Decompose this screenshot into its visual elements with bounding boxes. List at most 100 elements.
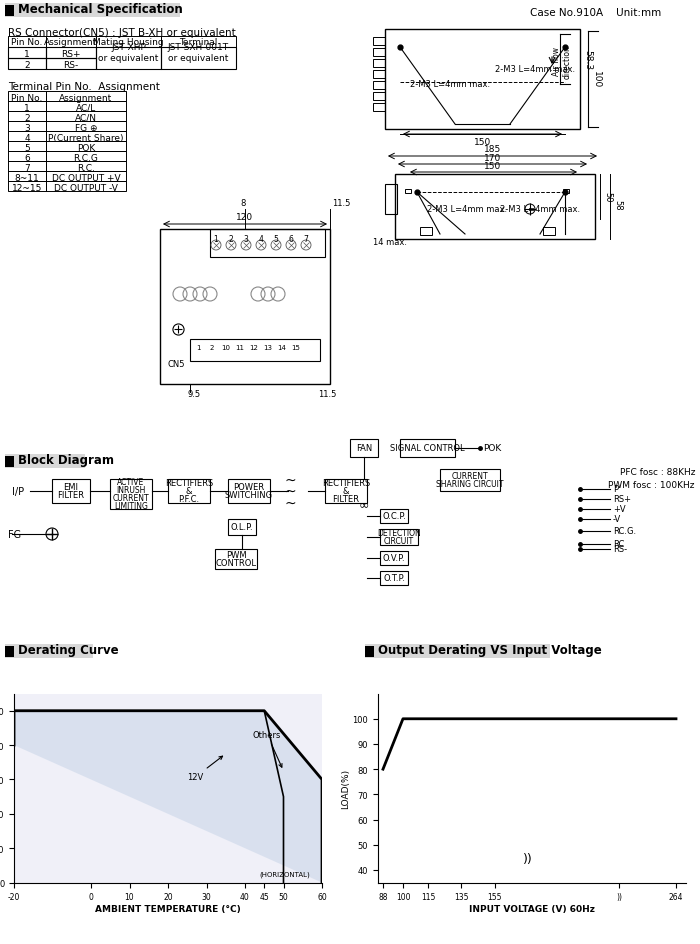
Bar	[5, 645, 93, 658]
Text: AC/L: AC/L	[76, 104, 96, 113]
Text: CURRENT: CURRENT	[452, 472, 489, 481]
Text: FAN: FAN	[356, 444, 372, 453]
Text: I/P: I/P	[12, 486, 24, 497]
Text: 3: 3	[24, 124, 30, 133]
Text: Block Diagram: Block Diagram	[18, 454, 114, 467]
Text: 150: 150	[474, 138, 491, 147]
Text: 9.5: 9.5	[188, 390, 201, 398]
Bar	[8, 152, 46, 161]
Text: (HORIZONTAL): (HORIZONTAL)	[260, 871, 311, 878]
Text: 2: 2	[229, 235, 233, 244]
Text: RS+: RS+	[62, 50, 80, 59]
Text: 2: 2	[25, 114, 30, 123]
Bar	[543, 228, 555, 236]
Text: SHARING CIRCUIT: SHARING CIRCUIT	[436, 480, 504, 489]
Text: RS-: RS-	[64, 61, 78, 70]
Bar	[46, 132, 126, 142]
Bar	[46, 59, 96, 70]
Text: DETECTION: DETECTION	[377, 529, 421, 538]
Text: RC: RC	[613, 540, 624, 548]
Text: 58.3: 58.3	[583, 50, 592, 70]
Text: FILTER: FILTER	[332, 495, 360, 504]
Text: 1: 1	[24, 50, 30, 59]
Y-axis label: LOAD(%): LOAD(%)	[341, 768, 350, 808]
Text: ACTIVE: ACTIVE	[118, 478, 145, 487]
Text: ~
~
~: ~ ~ ~	[284, 473, 296, 511]
Text: Terminal Pin No.  Assignment: Terminal Pin No. Assignment	[8, 82, 160, 92]
Text: P: P	[613, 485, 618, 494]
Text: POWER: POWER	[233, 483, 265, 492]
Text: 1: 1	[24, 104, 30, 113]
Bar	[380, 551, 408, 565]
Text: 2-M3 L=4mm max.: 2-M3 L=4mm max.	[427, 205, 507, 213]
Bar	[380, 530, 418, 546]
Text: SWITCHING: SWITCHING	[225, 491, 273, 500]
Text: CONTROL: CONTROL	[216, 559, 256, 568]
Text: RS+: RS+	[613, 495, 631, 504]
Text: RC.G.: RC.G.	[613, 527, 636, 536]
Bar	[350, 440, 378, 458]
Text: EMI: EMI	[64, 483, 78, 492]
Bar	[563, 190, 569, 194]
Text: 11.5: 11.5	[318, 390, 337, 398]
Text: 6: 6	[24, 154, 30, 162]
Text: 12: 12	[250, 345, 258, 350]
Text: 7: 7	[24, 164, 30, 173]
Bar	[96, 37, 161, 48]
Polygon shape	[14, 711, 322, 883]
Bar	[5, 6, 14, 17]
Text: FG: FG	[8, 530, 21, 539]
Bar	[46, 92, 126, 102]
Text: 2-M3 L=4mm max.: 2-M3 L=4mm max.	[500, 205, 580, 213]
Text: 5: 5	[274, 235, 279, 244]
Text: 5: 5	[24, 143, 30, 153]
Bar	[385, 185, 397, 215]
Text: Case No.910A    Unit:mm: Case No.910A Unit:mm	[530, 8, 662, 18]
Text: O.V.P.: O.V.P.	[383, 554, 405, 563]
Bar	[160, 229, 330, 384]
Bar	[8, 48, 46, 59]
Text: RS Connector(CN5) : JST B-XH or equivalent: RS Connector(CN5) : JST B-XH or equivale…	[8, 28, 236, 38]
Bar	[8, 182, 46, 192]
Text: DC OUTPUT -V: DC OUTPUT -V	[54, 184, 118, 193]
Bar	[46, 182, 126, 192]
Text: 1: 1	[214, 235, 218, 244]
Text: SIGNAL CONTROL: SIGNAL CONTROL	[390, 444, 465, 453]
Text: 100: 100	[592, 72, 601, 89]
Text: 15: 15	[292, 345, 300, 350]
Text: )): ))	[523, 852, 533, 865]
Bar	[46, 142, 126, 152]
Bar	[380, 571, 408, 585]
Text: 12~15: 12~15	[12, 184, 42, 193]
Text: 7: 7	[304, 235, 309, 244]
Bar	[46, 172, 126, 182]
Text: PFC fosc : 88KHz
PWM fosc : 100KHz: PFC fosc : 88KHz PWM fosc : 100KHz	[608, 467, 695, 490]
Text: 4: 4	[258, 235, 263, 244]
Text: CN5: CN5	[168, 360, 186, 368]
Text: &: &	[343, 487, 349, 496]
Text: LIMITING: LIMITING	[114, 502, 148, 511]
Text: CURRENT: CURRENT	[113, 494, 149, 503]
Text: +V: +V	[613, 505, 626, 514]
Text: 50: 50	[603, 192, 612, 202]
Bar	[5, 457, 14, 467]
Bar	[405, 190, 411, 194]
Bar	[46, 122, 126, 132]
Bar	[373, 82, 385, 90]
Text: 11.5: 11.5	[332, 199, 351, 208]
Bar	[46, 112, 126, 122]
Text: Derating Curve: Derating Curve	[18, 644, 118, 657]
Text: &: &	[186, 487, 192, 496]
Text: Mating Housing: Mating Housing	[93, 38, 164, 47]
Text: Mechanical Specification: Mechanical Specification	[18, 4, 183, 16]
Bar	[373, 104, 385, 112]
Text: AC/N: AC/N	[75, 114, 97, 123]
Text: RECTIFIERS: RECTIFIERS	[322, 479, 370, 488]
Bar	[8, 122, 46, 132]
Text: 14 max.: 14 max.	[373, 238, 407, 246]
Text: 8: 8	[240, 199, 246, 208]
Bar	[395, 175, 595, 240]
Text: Output Derating VS Input Voltage: Output Derating VS Input Voltage	[378, 644, 602, 657]
Text: 58: 58	[613, 199, 622, 211]
Text: JST XHP
or equivalent: JST XHP or equivalent	[98, 43, 159, 62]
